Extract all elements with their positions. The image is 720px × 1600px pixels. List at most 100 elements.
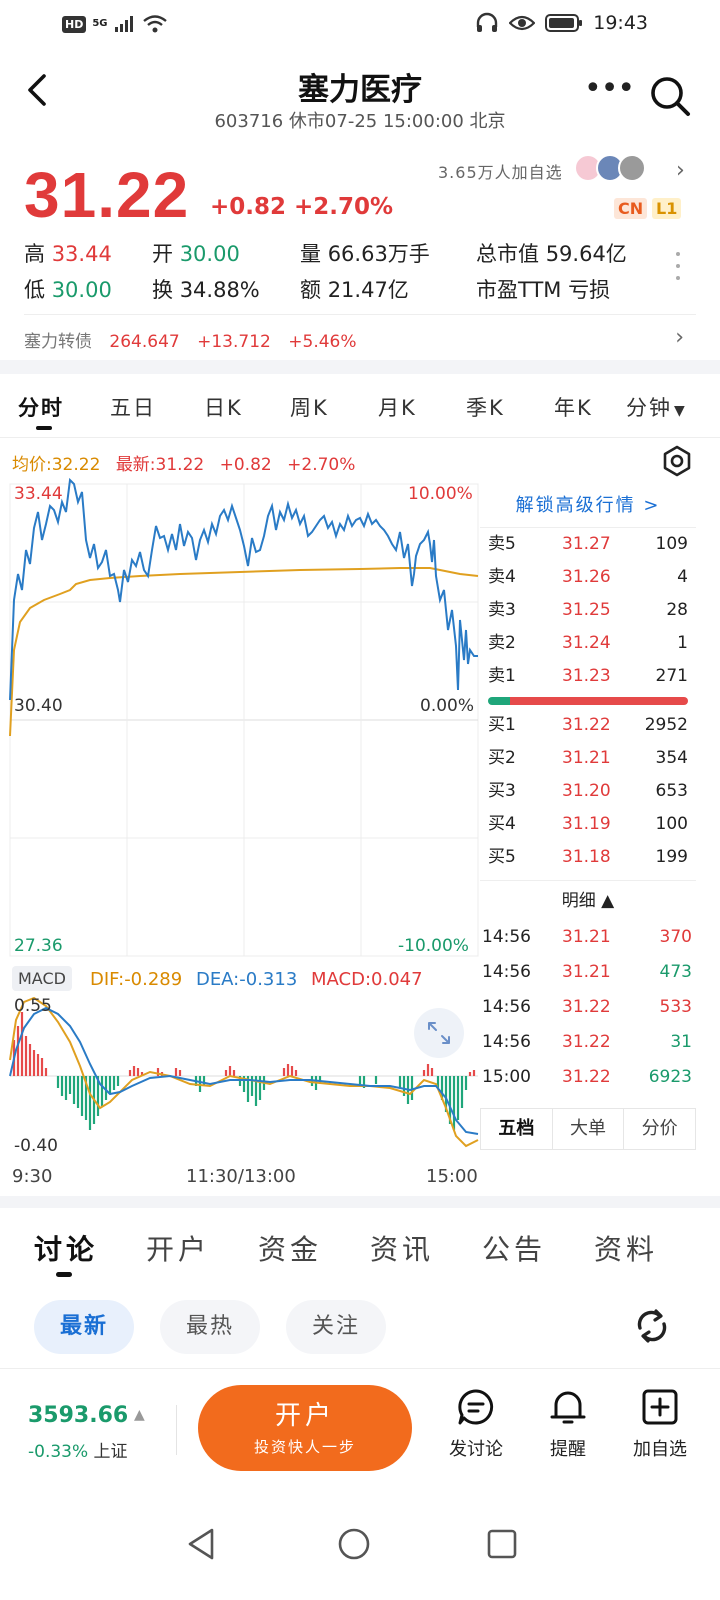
back-arrow-icon[interactable]: [20, 70, 56, 110]
expand-icon[interactable]: [414, 1008, 464, 1058]
high-value: 33.44: [51, 242, 112, 266]
turnover-value: 34.88%: [179, 278, 260, 302]
ask-label: 卖1: [488, 666, 516, 686]
add-watchlist-label: 加自选: [633, 1439, 687, 1460]
bid-label: 买4: [488, 814, 516, 834]
trade-price: 31.22: [562, 1032, 611, 1052]
trade-volume: 370: [659, 927, 692, 947]
turnover-label: 换: [152, 278, 173, 302]
bid-row: 买3 31.20 653: [480, 775, 696, 808]
tab-intraday[interactable]: 分时: [18, 396, 64, 420]
signal-bars-icon: [114, 16, 133, 32]
tab-price-distribution[interactable]: 分价: [641, 1118, 678, 1139]
time-axis-end: 15:00: [426, 1166, 478, 1187]
settings-icon[interactable]: [660, 444, 694, 478]
tab-minute[interactable]: 分钟 ▼: [626, 392, 687, 422]
latest-price: 最新:31.22: [115, 455, 205, 475]
indicator-selector[interactable]: MACD: [12, 966, 72, 991]
bell-icon: [550, 1391, 586, 1424]
trade-time: 15:00: [482, 1067, 531, 1087]
tab-discussion[interactable]: 讨论: [34, 1233, 99, 1266]
trade-time: 14:56: [482, 927, 531, 947]
tab-five-day[interactable]: 五日: [110, 396, 156, 420]
pct-axis-high: 10.00%: [408, 484, 473, 504]
divider: [176, 1405, 177, 1455]
low-label: 低: [24, 278, 45, 302]
tab-fund-flow[interactable]: 资金: [258, 1233, 323, 1266]
filter-latest[interactable]: 最新: [34, 1300, 134, 1354]
open-account-button[interactable]: 开户 投资快人一步: [198, 1385, 412, 1471]
post-discussion-button[interactable]: 发讨论: [436, 1387, 516, 1461]
index-change: -0.33%: [28, 1442, 89, 1462]
macd-values: DIF:-0.289 DEA:-0.313 MACD:0.047: [90, 969, 431, 990]
search-icon[interactable]: [648, 74, 692, 118]
bond-price: 264.647: [109, 332, 180, 352]
y-axis-prev-close: 30.40: [14, 696, 63, 716]
tab-announcements[interactable]: 公告: [482, 1233, 547, 1266]
bid-price: 31.18: [562, 847, 611, 867]
more-stats-icon[interactable]: [676, 252, 682, 286]
nav-recents-icon[interactable]: [486, 1528, 518, 1560]
tab-open-account[interactable]: 开户: [146, 1233, 211, 1266]
pe-label: 市盈TTM: [476, 278, 562, 302]
latest-pct: +2.70%: [287, 455, 356, 475]
nav-back-icon[interactable]: [184, 1526, 220, 1562]
trade-price: 31.21: [562, 962, 611, 982]
ask-volume: 271: [655, 666, 688, 686]
bid-label: 买1: [488, 715, 516, 735]
trade-time: 14:56: [482, 997, 531, 1017]
trade-row: 14:56 31.21 473: [480, 955, 696, 990]
y-axis-low: 27.36: [14, 936, 63, 956]
amount-label: 额: [300, 278, 321, 302]
trade-detail-header[interactable]: 明细 ▲: [480, 880, 696, 920]
follower-avatars[interactable]: [574, 154, 646, 182]
more-icon[interactable]: •••: [584, 71, 635, 106]
bid-ask-ratio-bar: [488, 697, 688, 705]
add-watchlist-button[interactable]: 加自选: [620, 1387, 700, 1461]
tab-monthly-k[interactable]: 月K: [378, 396, 417, 420]
open-value: 30.00: [179, 242, 240, 266]
bid-volume: 199: [655, 847, 688, 867]
follower-count[interactable]: 3.65万人加自选: [438, 163, 563, 182]
macd-bars: [12, 1012, 476, 1130]
filter-hottest[interactable]: 最热: [160, 1300, 260, 1354]
dif-value: DIF:-0.289: [90, 969, 183, 990]
ask-price: 31.25: [562, 600, 611, 620]
convertible-bond-row[interactable]: 塞力转债 264.647 +13.712 +5.46% ›: [24, 314, 696, 352]
tab-news[interactable]: 资讯: [370, 1233, 435, 1266]
status-bar: HD 5G 19:43: [0, 0, 720, 50]
last-price: 31.22: [24, 159, 190, 231]
tab-five-level[interactable]: 五档: [481, 1109, 553, 1149]
trade-volume: 31: [670, 1032, 692, 1052]
refresh-icon[interactable]: [632, 1306, 672, 1346]
filter-following[interactable]: 关注: [286, 1300, 386, 1354]
mktcap-label: 总市值: [476, 242, 539, 266]
tab-daily-k[interactable]: 日K: [204, 396, 243, 420]
tab-large-orders[interactable]: 大单: [553, 1109, 625, 1149]
signal-icon: 5G: [92, 18, 108, 29]
macd-value: MACD:0.047: [311, 969, 423, 990]
tab-weekly-k[interactable]: 周K: [290, 396, 329, 420]
time-axis-start: 9:30: [12, 1166, 53, 1187]
index-value[interactable]: 3593.66: [28, 1403, 129, 1428]
nav-home-icon[interactable]: [336, 1526, 372, 1562]
tab-profile[interactable]: 资料: [594, 1233, 659, 1266]
chevron-right-icon[interactable]: ›: [676, 158, 685, 183]
high-label: 高: [24, 242, 45, 266]
unlock-advanced-quotes-link[interactable]: 解锁高级行情 >: [480, 484, 696, 528]
wifi-icon: [142, 15, 167, 33]
content-tabs: 讨论 开户 资金 资讯 公告 资料: [0, 1210, 720, 1290]
tab-quarterly-k[interactable]: 季K: [466, 396, 505, 420]
ask-volume: 109: [655, 534, 688, 554]
reminder-label: 提醒: [550, 1439, 586, 1460]
intraday-chart[interactable]: [0, 440, 720, 1200]
bond-pct: +5.46%: [288, 332, 357, 352]
ask-label: 卖5: [488, 534, 516, 554]
open-account-label: 开户: [274, 1401, 335, 1431]
trade-row: 15:00 31.22 6923: [480, 1060, 696, 1095]
price-grid: [9, 483, 479, 957]
ask-label: 卖2: [488, 633, 516, 653]
trade-price: 31.21: [562, 927, 611, 947]
tab-yearly-k[interactable]: 年K: [554, 396, 593, 420]
reminder-button[interactable]: 提醒: [528, 1387, 608, 1461]
